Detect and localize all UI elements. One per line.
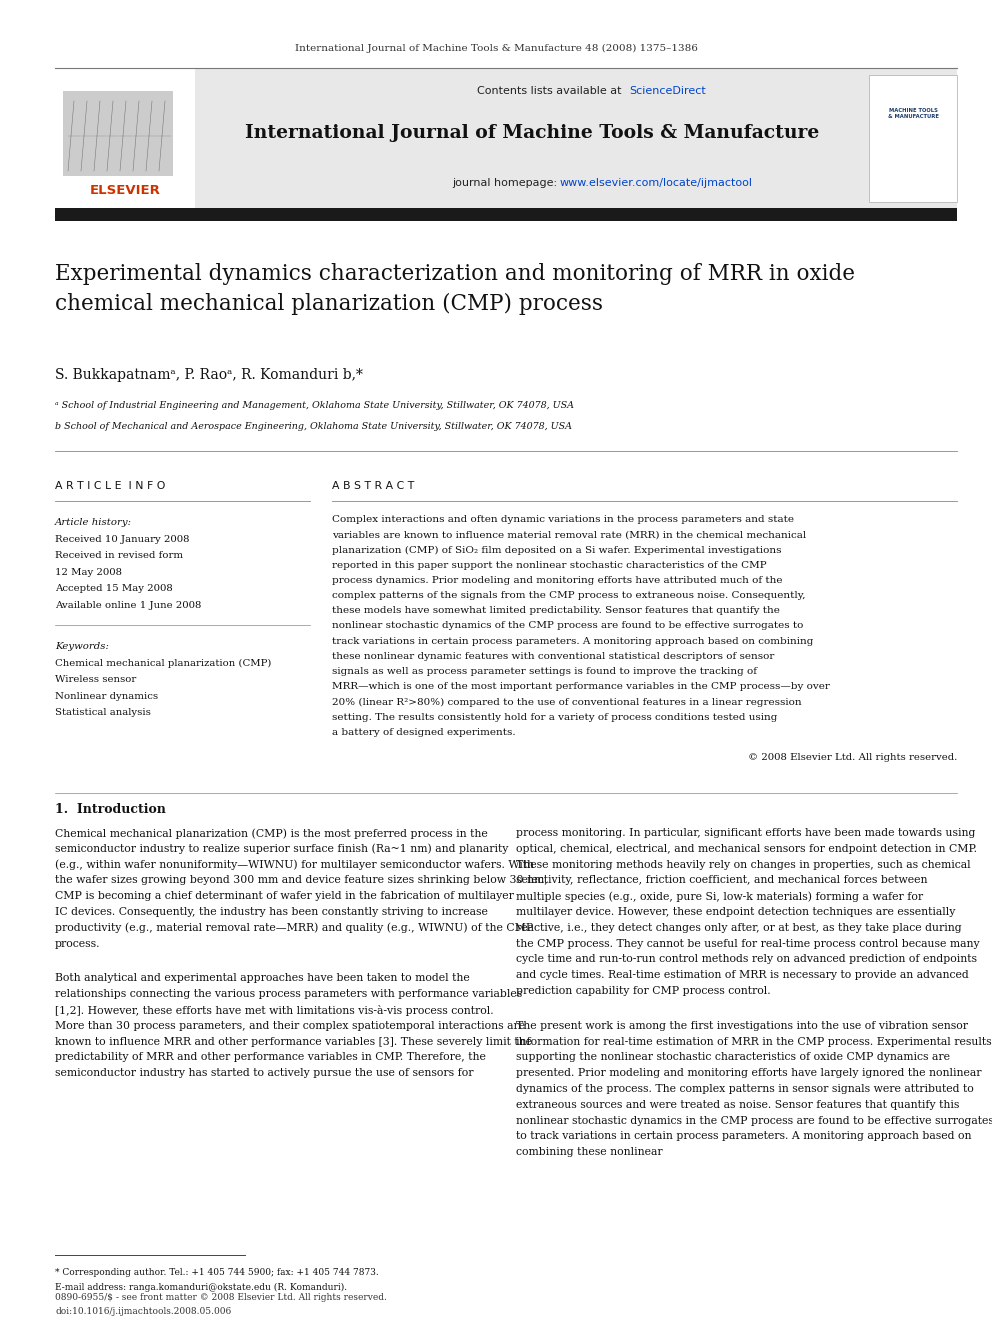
Text: 12 May 2008: 12 May 2008	[55, 568, 122, 577]
Text: reported in this paper support the nonlinear stochastic characteristics of the C: reported in this paper support the nonli…	[332, 561, 767, 570]
Text: presented. Prior modeling and monitoring efforts have largely ignored the nonlin: presented. Prior modeling and monitoring…	[516, 1068, 981, 1078]
Text: A R T I C L E  I N F O: A R T I C L E I N F O	[55, 482, 166, 491]
Text: A B S T R A C T: A B S T R A C T	[332, 482, 415, 491]
Text: the CMP process. They cannot be useful for real-time process control because man: the CMP process. They cannot be useful f…	[516, 938, 980, 949]
Text: these nonlinear dynamic features with conventional statistical descriptors of se: these nonlinear dynamic features with co…	[332, 652, 775, 660]
Text: and cycle times. Real-time estimation of MRR is necessary to provide an advanced: and cycle times. Real-time estimation of…	[516, 970, 969, 980]
Text: Statistical analysis: Statistical analysis	[55, 708, 151, 717]
Text: 20% (linear R²>80%) compared to the use of conventional features in a linear reg: 20% (linear R²>80%) compared to the use …	[332, 697, 802, 706]
Bar	[55, 208, 957, 221]
Text: International Journal of Machine Tools & Manufacture 48 (2008) 1375–1386: International Journal of Machine Tools &…	[295, 44, 697, 53]
Text: 0890-6955/$ - see front matter © 2008 Elsevier Ltd. All rights reserved.: 0890-6955/$ - see front matter © 2008 El…	[55, 1293, 387, 1302]
Text: semiconductor industry has started to actively pursue the use of sensors for: semiconductor industry has started to ac…	[55, 1068, 473, 1078]
Text: Article history:: Article history:	[55, 519, 132, 527]
Text: combining these nonlinear: combining these nonlinear	[516, 1147, 663, 1158]
Text: extraneous sources and were treated as noise. Sensor features that quantify this: extraneous sources and were treated as n…	[516, 1099, 959, 1110]
Bar	[55, 69, 195, 208]
Text: E-mail address: ranga.komanduri@okstate.edu (R. Komanduri).: E-mail address: ranga.komanduri@okstate.…	[55, 1283, 347, 1293]
Text: optical, chemical, electrical, and mechanical sensors for endpoint detection in : optical, chemical, electrical, and mecha…	[516, 844, 977, 853]
Bar	[869, 75, 957, 202]
Text: ᵃ School of Industrial Engineering and Management, Oklahoma State University, St: ᵃ School of Industrial Engineering and M…	[55, 401, 574, 410]
Text: Received in revised form: Received in revised form	[55, 550, 184, 560]
Text: MACHINE TOOLS
& MANUFACTURE: MACHINE TOOLS & MANUFACTURE	[888, 108, 938, 119]
Text: * Corresponding author. Tel.: +1 405 744 5900; fax: +1 405 744 7873.: * Corresponding author. Tel.: +1 405 744…	[55, 1267, 379, 1277]
Text: track variations in certain process parameters. A monitoring approach based on c: track variations in certain process para…	[332, 636, 813, 646]
Text: predictability of MRR and other performance variables in CMP. Therefore, the: predictability of MRR and other performa…	[55, 1052, 486, 1062]
Text: multiple species (e.g., oxide, pure Si, low-k materials) forming a wafer for: multiple species (e.g., oxide, pure Si, …	[516, 892, 924, 902]
Text: [1,2]. However, these efforts have met with limitations vis-à-vis process contro: [1,2]. However, these efforts have met w…	[55, 1005, 494, 1016]
Text: Accepted 15 May 2008: Accepted 15 May 2008	[55, 583, 173, 593]
Text: b School of Mechanical and Aerospace Engineering, Oklahoma State University, Sti: b School of Mechanical and Aerospace Eng…	[55, 422, 572, 431]
Text: Keywords:: Keywords:	[55, 642, 109, 651]
Text: prediction capability for CMP process control.: prediction capability for CMP process co…	[516, 986, 771, 996]
Text: semiconductor industry to realize superior surface finish (Ra~1 nm) and planarit: semiconductor industry to realize superi…	[55, 844, 508, 855]
Text: supporting the nonlinear stochastic characteristics of oxide CMP dynamics are: supporting the nonlinear stochastic char…	[516, 1052, 950, 1062]
Text: process.: process.	[55, 938, 100, 949]
Text: known to influence MRR and other performance variables [3]. These severely limit: known to influence MRR and other perform…	[55, 1037, 532, 1046]
Text: nonlinear stochastic dynamics in the CMP process are found to be effective surro: nonlinear stochastic dynamics in the CMP…	[516, 1115, 992, 1126]
Text: Chemical mechanical planarization (CMP): Chemical mechanical planarization (CMP)	[55, 659, 272, 668]
Text: Complex interactions and often dynamic variations in the process parameters and : Complex interactions and often dynamic v…	[332, 515, 794, 524]
Text: a battery of designed experiments.: a battery of designed experiments.	[332, 728, 516, 737]
Text: Chemical mechanical planarization (CMP) is the most preferred process in the: Chemical mechanical planarization (CMP) …	[55, 828, 488, 839]
Text: IC devices. Consequently, the industry has been constantly striving to increase: IC devices. Consequently, the industry h…	[55, 908, 488, 917]
Text: nonlinear stochastic dynamics of the CMP process are found to be effective surro: nonlinear stochastic dynamics of the CMP…	[332, 622, 804, 630]
Text: Both analytical and experimental approaches have been taken to model the: Both analytical and experimental approac…	[55, 974, 470, 983]
Text: MRR—which is one of the most important performance variables in the CMP process—: MRR—which is one of the most important p…	[332, 683, 830, 691]
Text: variables are known to influence material removal rate (MRR) in the chemical mec: variables are known to influence materia…	[332, 531, 806, 540]
Text: relationships connecting the various process parameters with performance variabl: relationships connecting the various pro…	[55, 990, 522, 999]
Text: These monitoring methods heavily rely on changes in properties, such as chemical: These monitoring methods heavily rely on…	[516, 860, 970, 869]
Bar	[55, 69, 957, 208]
Bar	[63, 91, 173, 176]
Text: reactive, i.e., they detect changes only after, or at best, as they take place d: reactive, i.e., they detect changes only…	[516, 923, 961, 933]
Text: International Journal of Machine Tools & Manufacture: International Journal of Machine Tools &…	[245, 124, 819, 142]
Text: Nonlinear dynamics: Nonlinear dynamics	[55, 692, 158, 700]
Text: process monitoring. In particular, significant efforts have been made towards us: process monitoring. In particular, signi…	[516, 828, 975, 837]
Text: process dynamics. Prior modeling and monitoring efforts have attributed much of : process dynamics. Prior modeling and mon…	[332, 576, 783, 585]
Text: Contents lists available at: Contents lists available at	[477, 86, 625, 97]
Text: the wafer sizes growing beyond 300 mm and device feature sizes shrinking below 3: the wafer sizes growing beyond 300 mm an…	[55, 876, 548, 885]
Text: information for real-time estimation of MRR in the CMP process. Experimental res: information for real-time estimation of …	[516, 1037, 992, 1046]
Text: signals as well as process parameter settings is found to improve the tracking o: signals as well as process parameter set…	[332, 667, 757, 676]
Text: More than 30 process parameters, and their complex spatiotemporal interactions a: More than 30 process parameters, and the…	[55, 1021, 525, 1031]
Text: ScienceDirect: ScienceDirect	[629, 86, 705, 97]
Text: setting. The results consistently hold for a variety of process conditions teste: setting. The results consistently hold f…	[332, 713, 778, 721]
Text: 1.  Introduction: 1. Introduction	[55, 803, 166, 816]
Text: multilayer device. However, these endpoint detection techniques are essentially: multilayer device. However, these endpoi…	[516, 908, 955, 917]
Text: planarization (CMP) of SiO₂ film deposited on a Si wafer. Experimental investiga: planarization (CMP) of SiO₂ film deposit…	[332, 545, 782, 554]
Text: Received 10 January 2008: Received 10 January 2008	[55, 534, 189, 544]
Text: Available online 1 June 2008: Available online 1 June 2008	[55, 601, 201, 610]
Text: © 2008 Elsevier Ltd. All rights reserved.: © 2008 Elsevier Ltd. All rights reserved…	[748, 753, 957, 762]
Text: selectivity, reflectance, friction coefficient, and mechanical forces between: selectivity, reflectance, friction coeff…	[516, 876, 928, 885]
Text: these models have somewhat limited predictability. Sensor features that quantify: these models have somewhat limited predi…	[332, 606, 780, 615]
Text: S. Bukkapatnamᵃ, P. Raoᵃ, R. Komanduri b,*: S. Bukkapatnamᵃ, P. Raoᵃ, R. Komanduri b…	[55, 368, 363, 382]
Text: to track variations in certain process parameters. A monitoring approach based o: to track variations in certain process p…	[516, 1131, 971, 1142]
Text: cycle time and run-to-run control methods rely on advanced prediction of endpoin: cycle time and run-to-run control method…	[516, 954, 977, 964]
Text: doi:10.1016/j.ijmachtools.2008.05.006: doi:10.1016/j.ijmachtools.2008.05.006	[55, 1307, 231, 1316]
Text: complex patterns of the signals from the CMP process to extraneous noise. Conseq: complex patterns of the signals from the…	[332, 591, 806, 601]
Text: journal homepage:: journal homepage:	[452, 179, 560, 188]
Text: ELSEVIER: ELSEVIER	[89, 184, 161, 197]
Text: CMP is becoming a chief determinant of wafer yield in the fabrication of multila: CMP is becoming a chief determinant of w…	[55, 892, 514, 901]
Text: dynamics of the process. The complex patterns in sensor signals were attributed : dynamics of the process. The complex pat…	[516, 1084, 974, 1094]
Text: (e.g., within wafer nonuniformity—WIWNU) for multilayer semiconductor wafers. Wi: (e.g., within wafer nonuniformity—WIWNU)…	[55, 860, 534, 871]
Text: Wireless sensor: Wireless sensor	[55, 675, 136, 684]
Text: The present work is among the first investigations into the use of vibration sen: The present work is among the first inve…	[516, 1021, 968, 1031]
Text: Experimental dynamics characterization and monitoring of MRR in oxide
chemical m: Experimental dynamics characterization a…	[55, 263, 855, 315]
Text: www.elsevier.com/locate/ijmactool: www.elsevier.com/locate/ijmactool	[560, 179, 753, 188]
Text: productivity (e.g., material removal rate—MRR) and quality (e.g., WIWNU) of the : productivity (e.g., material removal rat…	[55, 923, 534, 933]
